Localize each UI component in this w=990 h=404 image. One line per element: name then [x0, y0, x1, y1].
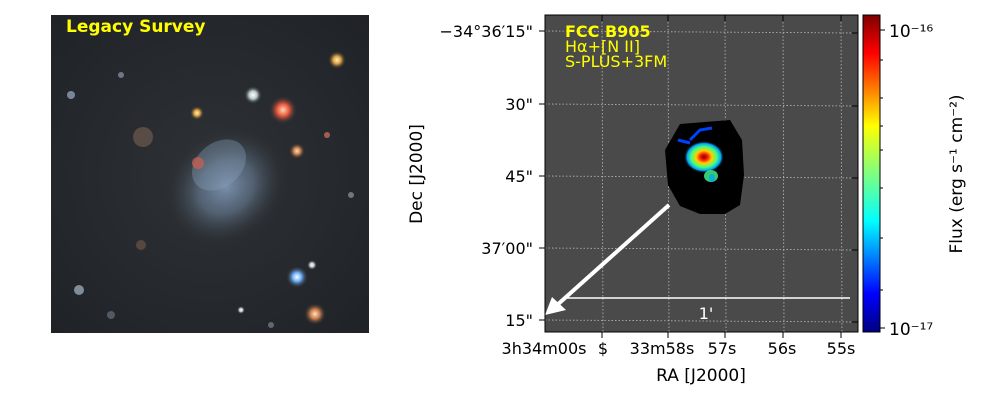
emission-peak	[684, 141, 724, 173]
plot-frame	[544, 14, 859, 333]
object-title: FCC B905	[565, 22, 651, 41]
y-tick-label: −34°36′15"	[440, 22, 533, 41]
x-axis-label: RA [J2000]	[656, 366, 746, 386]
y-tick-label: 45"	[505, 167, 533, 186]
x-tick-label: $	[598, 339, 608, 358]
legacy-survey-image: Legacy Survey	[51, 15, 369, 333]
colorbar-top-tick: 10⁻¹⁶	[889, 22, 933, 42]
colorbar-label: Flux (erg s⁻¹ cm⁻²)	[947, 94, 967, 253]
legacy-survey-label: Legacy Survey	[66, 17, 206, 37]
y-tick-label: 30"	[505, 95, 533, 114]
y-tick-label: 37′00"	[481, 239, 533, 258]
arrow-head	[545, 297, 566, 315]
colorbar	[863, 15, 880, 332]
x-tick-label: 33m58s	[630, 339, 695, 358]
y-axis-label: Dec [J2000]	[407, 124, 427, 224]
x-tick-label: 3h34m00s	[502, 339, 587, 358]
y-tick-label: 15"	[505, 311, 533, 330]
x-tick-label: 55s	[827, 339, 856, 358]
x-tick-label: 57s	[708, 339, 737, 358]
direction-arrow	[554, 203, 671, 308]
x-tick-label: 56s	[768, 339, 797, 358]
colorbar-frame	[862, 14, 881, 333]
survey-label: S-PLUS+3FM	[565, 52, 667, 71]
colorbar-bottom-tick: 10⁻¹⁷	[889, 320, 933, 340]
scale-bar-label: 1'	[699, 304, 714, 323]
legacy-survey-canvas: Legacy Survey	[51, 15, 369, 333]
filter-label: Hα+[N II]	[565, 37, 640, 56]
